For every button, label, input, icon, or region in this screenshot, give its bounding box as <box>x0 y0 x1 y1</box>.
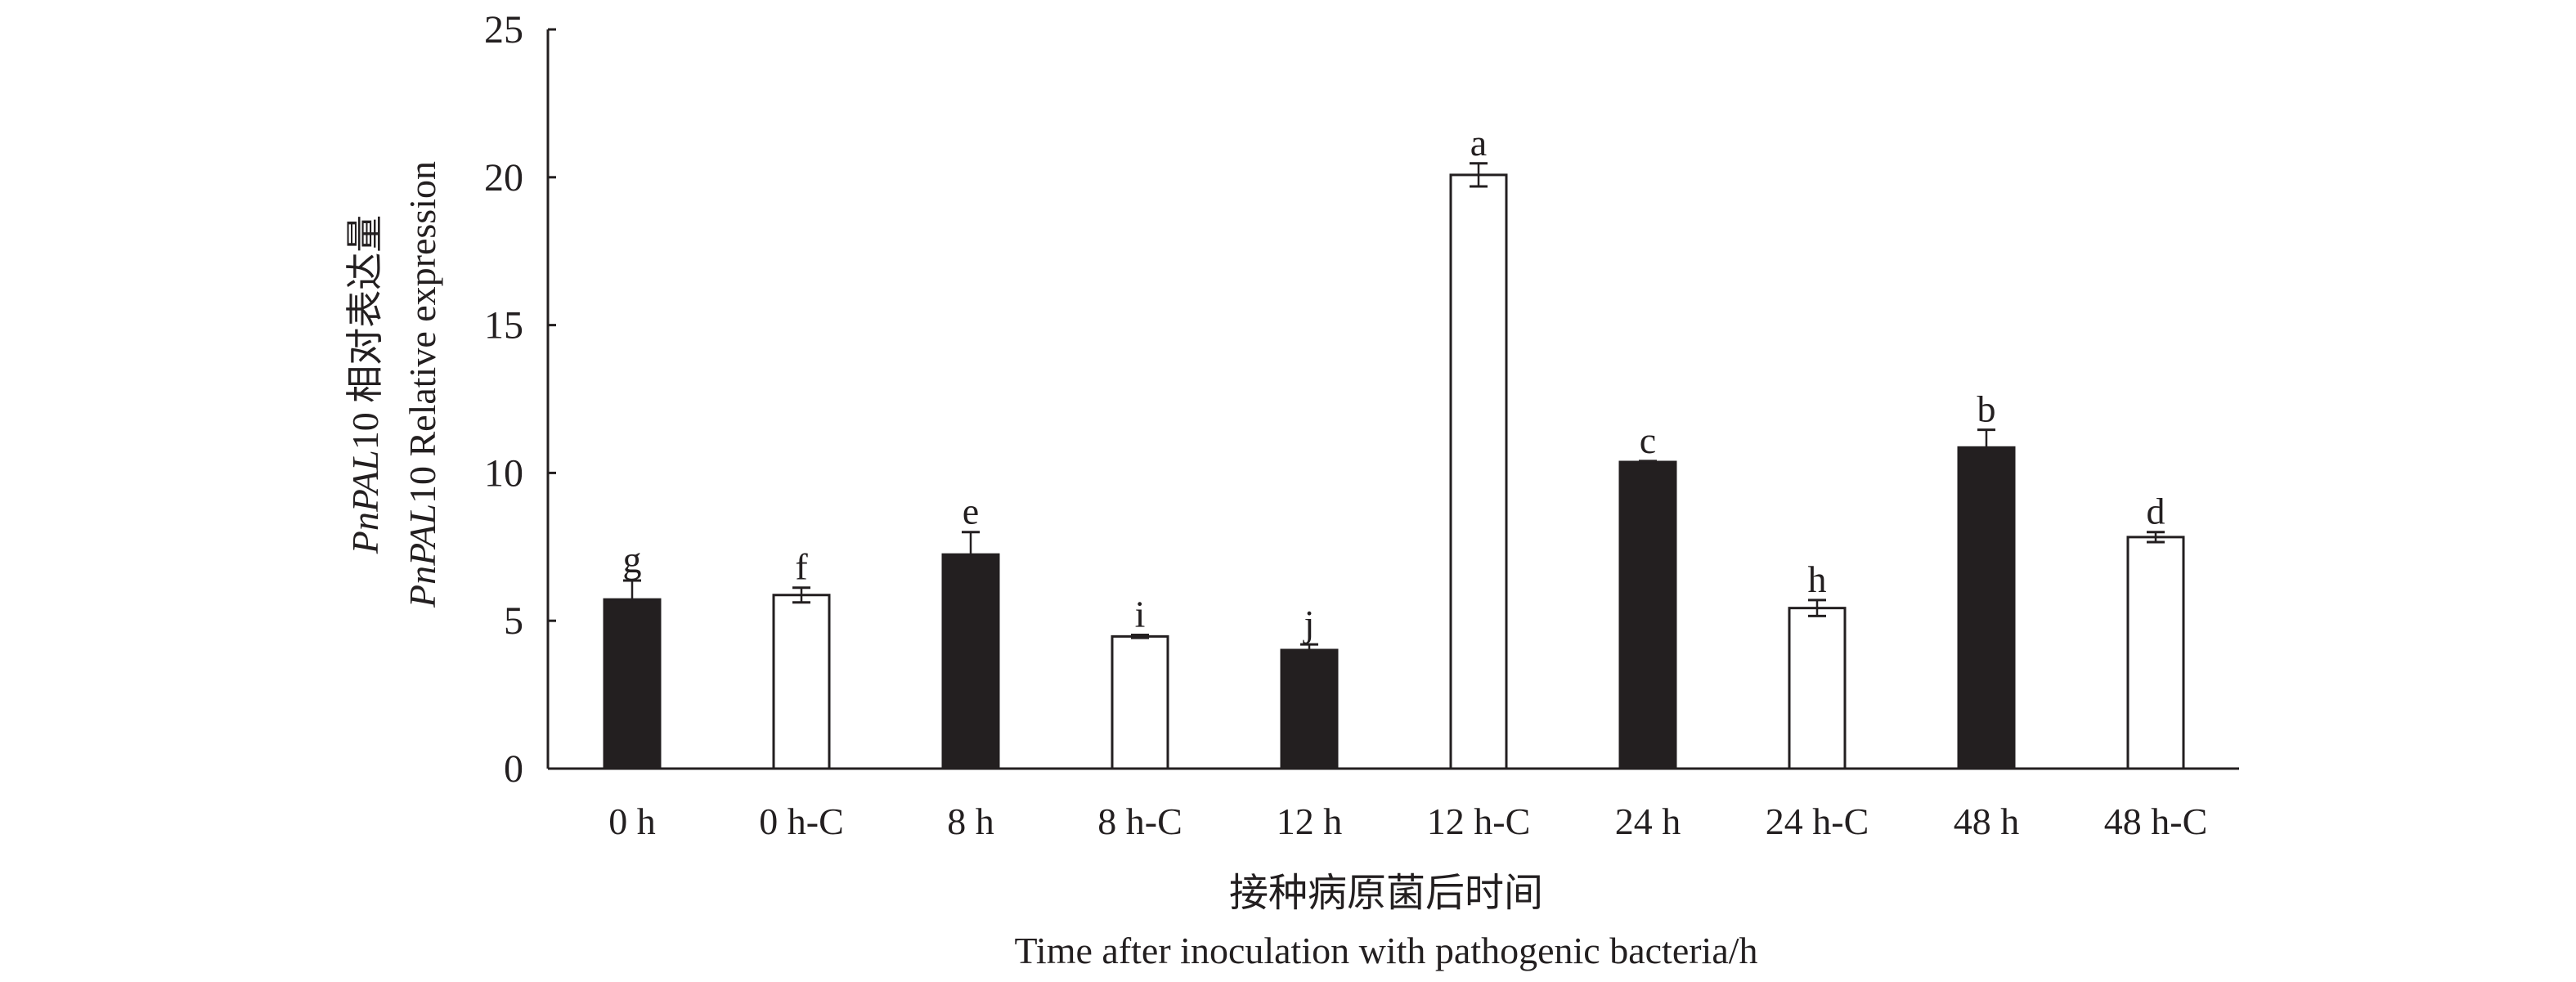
x-tick-label: 12 h-C <box>1427 800 1531 842</box>
bar-12-h <box>1280 648 1339 770</box>
bar-0-h <box>603 598 662 770</box>
significance-letter: g <box>623 539 642 581</box>
labels: g 0 h f 0 h-C e 8 h i 8 h-C j 12 h a 12 h-C c 24 h h 24… <box>608 122 2207 842</box>
bar-24-h-C <box>1788 607 1847 770</box>
x-tick-label: 12 h <box>1277 800 1343 842</box>
significance-letter: c <box>1640 419 1656 461</box>
x-tick-label: 48 h-C <box>2104 800 2208 842</box>
y-tick-label: 5 <box>504 599 523 643</box>
bar-8-h-C <box>1111 634 1169 770</box>
significance-letter: i <box>1135 594 1146 635</box>
bar-8-h <box>941 553 1000 770</box>
x-tick-label: 0 h-C <box>759 800 844 842</box>
x-tick-label: 24 h <box>1615 800 1681 842</box>
x-tick-label: 0 h <box>608 800 656 842</box>
significance-letter: d <box>2147 491 2165 532</box>
x-tick-label: 24 h-C <box>1766 800 1869 842</box>
significance-letter: a <box>1470 122 1487 164</box>
y-tick-label: 20 <box>484 156 523 200</box>
y-axis-label-line1: PnPAL10 相对表达量 <box>344 215 386 554</box>
bar-48-h <box>1957 446 2016 770</box>
significance-letter: e <box>963 491 979 532</box>
y-tick-label: 25 <box>484 8 523 52</box>
y-axis-label-line2: PnPAL10 Relative expression <box>402 161 443 608</box>
x-axis-label-line2: Time after inoculation with pathogenic b… <box>1014 930 1757 971</box>
x-tick-label: 8 h-C <box>1097 800 1183 842</box>
y-tick-label: 0 <box>504 747 523 791</box>
y-tick-label: 15 <box>484 304 523 348</box>
y-axis-label: PnPAL10 相对表达量 PnPAL10 Relative expressio… <box>344 161 443 608</box>
bar-48-h-C <box>2126 536 2185 770</box>
significance-letter: h <box>1808 558 1827 600</box>
significance-letter: b <box>1977 388 1996 430</box>
bar-12-h-C <box>1449 173 1508 770</box>
bar-24-h <box>1618 460 1677 770</box>
x-tick-label: 48 h <box>1954 800 2020 842</box>
bar-0-h-C <box>772 594 831 770</box>
x-tick-label: 8 h <box>947 800 994 842</box>
significance-letter: j <box>1303 603 1315 644</box>
x-axis-label-line1: 接种病原菌后时间 <box>1229 872 1543 915</box>
y-tick-label: 10 <box>484 451 523 495</box>
significance-letter: f <box>795 546 808 588</box>
bars <box>603 162 2185 770</box>
